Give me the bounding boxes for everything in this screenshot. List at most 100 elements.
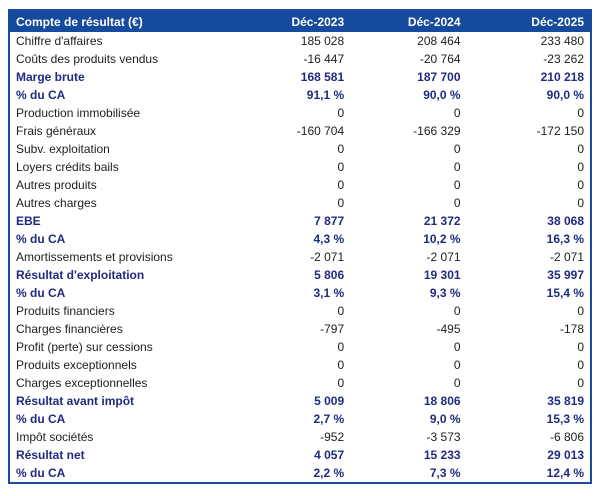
cell-value: 9,3 %: [429, 286, 461, 300]
row-label: Loyers crédits bails: [16, 160, 119, 174]
cell-value: 0: [453, 178, 461, 192]
row-label: Production immobilisée: [16, 106, 141, 120]
row-label: Autres produits: [16, 178, 97, 192]
table-row: % du CA 2,7 % 9,0 % 15,3 %: [9, 410, 591, 428]
row-label: Marge brute: [16, 70, 85, 84]
cell-value: 7 877: [314, 214, 345, 228]
row-label: Résultat net: [16, 448, 85, 462]
table-row: Résultat d'exploitation 5 806 19 301 35 997: [9, 266, 591, 284]
cell-value: -20 764: [419, 52, 461, 66]
cell-value: 0: [337, 178, 345, 192]
table-row: EBE 7 877 21 372 38 068: [9, 212, 591, 230]
cell-value: 91,1 %: [306, 88, 345, 102]
cell-value: -495: [436, 322, 461, 336]
cell-value: 3,1 %: [313, 286, 345, 300]
cell-value: 0: [453, 340, 461, 354]
cell-value: 5 806: [314, 268, 345, 282]
row-label: EBE: [16, 214, 41, 228]
col-header-dec-2025: Déc-2025: [466, 10, 591, 32]
table-header: Compte de résultat (€) Déc-2023 Déc-2024…: [9, 10, 591, 32]
cell-value: 15 233: [423, 448, 461, 462]
cell-value: -6 806: [549, 430, 584, 444]
cell-value: 0: [453, 196, 461, 210]
table-header-row: Compte de résultat (€) Déc-2023 Déc-2024…: [9, 10, 591, 32]
cell-value: 38 068: [547, 214, 584, 228]
cell-value: 0: [577, 304, 584, 318]
cell-value: 0: [577, 340, 584, 354]
row-label: Produits exceptionnels: [16, 358, 137, 372]
row-label: Résultat d'exploitation: [16, 268, 145, 282]
cell-value: 0: [453, 358, 461, 372]
cell-value: 15,4 %: [546, 286, 584, 300]
table-title: Compte de résultat (€): [9, 10, 238, 32]
cell-value: -160 704: [296, 124, 345, 138]
cell-value: 0: [577, 106, 584, 120]
cell-value: 9,0 %: [429, 412, 461, 426]
table-row: Frais généraux -160 704 -166 329 -172 150: [9, 122, 591, 140]
cell-value: 35 819: [547, 394, 584, 408]
cell-value: 4 057: [314, 448, 345, 462]
cell-value: 18 806: [423, 394, 461, 408]
col-header-dec-2023: Déc-2023: [237, 10, 351, 32]
cell-value: 0: [453, 376, 461, 390]
table-row: Amortissements et provisions -2 071 -2 071…: [9, 248, 591, 266]
cell-value: 0: [453, 142, 461, 156]
cell-value: 10,2 %: [423, 232, 461, 246]
col-header-dec-2024: Déc-2024: [350, 10, 467, 32]
cell-value: -2 071: [310, 250, 345, 264]
table-row: Autres produits 0 0 0: [9, 176, 591, 194]
cell-value: 0: [577, 160, 584, 174]
cell-value: -797: [320, 322, 345, 336]
table-row: Autres charges 0 0 0: [9, 194, 591, 212]
cell-value: 187 700: [417, 70, 461, 84]
table-row: % du CA 91,1 % 90,0 % 90,0 %: [9, 86, 591, 104]
cell-value: 7,3 %: [429, 466, 461, 480]
row-label: Profit (perte) sur cessions: [16, 340, 153, 354]
row-label: % du CA: [16, 286, 66, 300]
row-label: Charges exceptionnelles: [16, 376, 148, 390]
table-row: Impôt sociétés -952 -3 573 -6 806: [9, 428, 591, 446]
table-row: Produits exceptionnels 0 0 0: [9, 356, 591, 374]
table-row: Loyers crédits bails 0 0 0: [9, 158, 591, 176]
row-label: Chiffre d'affaires: [16, 34, 103, 48]
cell-value: -166 329: [413, 124, 461, 138]
table-row: Coûts des produits vendus -16 447 -20 764 -…: [9, 50, 591, 68]
cell-value: -952: [320, 430, 345, 444]
cell-value: 90,0 %: [423, 88, 461, 102]
row-label: % du CA: [16, 88, 66, 102]
cell-value: 0: [577, 196, 584, 210]
cell-value: 0: [577, 358, 584, 372]
cell-value: 15,3 %: [546, 412, 584, 426]
row-label: Coûts des produits vendus: [16, 52, 159, 66]
cell-value: 2,7 %: [313, 412, 345, 426]
cell-value: 0: [577, 376, 584, 390]
income-statement-table: Compte de résultat (€) Déc-2023 Déc-2024…: [8, 9, 592, 484]
table-row: Profit (perte) sur cessions 0 0 0: [9, 338, 591, 356]
income-statement-container: Compte de résultat (€) Déc-2023 Déc-2024…: [8, 9, 592, 484]
cell-value: 35 997: [547, 268, 584, 282]
cell-value: 29 013: [547, 448, 584, 462]
cell-value: 0: [453, 106, 461, 120]
cell-value: 0: [577, 142, 584, 156]
row-label: % du CA: [16, 232, 66, 246]
cell-value: 5 009: [314, 394, 345, 408]
cell-value: 0: [337, 358, 345, 372]
cell-value: -178: [559, 322, 584, 336]
cell-value: -23 262: [543, 52, 584, 66]
cell-value: 0: [453, 160, 461, 174]
table-row: Charges financières -797 -495 -178: [9, 320, 591, 338]
table-row: Résultat avant impôt 5 009 18 806 35 819: [9, 392, 591, 410]
table-row: % du CA 2,2 % 7,3 % 12,4 %: [9, 464, 591, 483]
cell-value: -2 071: [549, 250, 584, 264]
cell-value: 16,3 %: [546, 232, 584, 246]
cell-value: 2,2 %: [313, 466, 345, 480]
table-body: Chiffre d'affaires 185 028 208 464 233 480 C…: [9, 32, 591, 483]
cell-value: 233 480: [540, 34, 584, 48]
cell-value: -172 150: [536, 124, 584, 138]
cell-value: 185 028: [300, 34, 345, 48]
row-label: Subv. exploitation: [16, 142, 110, 156]
row-label: Amortissements et provisions: [16, 250, 173, 264]
cell-value: 0: [337, 340, 345, 354]
row-label: % du CA: [16, 466, 66, 480]
cell-value: 4,3 %: [313, 232, 345, 246]
